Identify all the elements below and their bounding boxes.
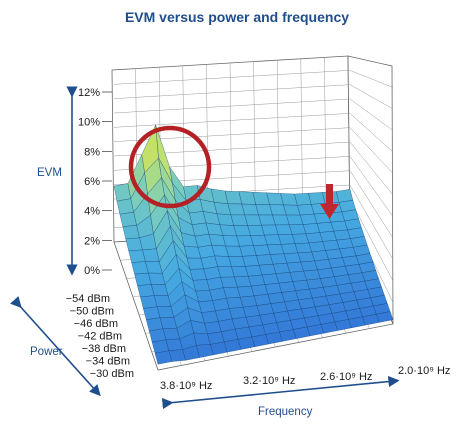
evm-axis-label: EVM xyxy=(37,167,62,179)
evm-tick-labels: 12% 10% 8% 6% 4% 2% 0% xyxy=(78,87,112,277)
power-axis-arrow xyxy=(10,296,101,397)
right-wall-gridline xyxy=(349,156,394,217)
right-wall-gridline xyxy=(349,170,394,239)
right-wall-gridline xyxy=(349,70,394,88)
right-wall-gridline xyxy=(349,84,394,110)
back-wall-gridline xyxy=(113,84,351,99)
right-wall-gridline xyxy=(349,127,394,174)
right-wall-gridline xyxy=(349,98,394,131)
back-wall-gridline xyxy=(113,70,351,85)
evm-tick-label: 10% xyxy=(78,117,100,129)
frequency-tick-label: 2.6·10⁹ Hz xyxy=(320,371,372,383)
power-tick-label: −54 dBm xyxy=(66,293,110,305)
right-wall-gridline xyxy=(349,184,394,260)
right-wall-gridline xyxy=(349,141,394,196)
power-tick-label: −46 dBm xyxy=(74,318,118,330)
power-tick-label: −30 dBm xyxy=(90,368,134,380)
surface-cell xyxy=(376,311,394,323)
frequency-tick-labels: 3.8·10⁹ Hz 3.2·10⁹ Hz 2.6·10⁹ Hz 2.0·10⁹ Hz xyxy=(160,365,450,392)
back-wall-gridline xyxy=(113,113,351,128)
power-tick-label: −50 dBm xyxy=(70,306,114,318)
frequency-axis-label: Frequency xyxy=(258,406,313,418)
power-tick-labels: −54 dBm−50 dBm−46 dBm−42 dBm−38 dBm−34 d… xyxy=(66,293,134,380)
evm-surface xyxy=(113,124,394,365)
right-wall-gridline xyxy=(349,113,394,153)
evm-tick-label: 4% xyxy=(84,206,100,218)
back-wall-gridline xyxy=(113,98,351,114)
evm-tick-label: 12% xyxy=(78,87,100,99)
power-tick-label: −34 dBm xyxy=(86,356,130,368)
evm-tick-label: 6% xyxy=(84,176,100,188)
frequency-tick-label: 3.8·10⁹ Hz xyxy=(160,380,212,392)
evm-tick-label: 2% xyxy=(84,235,100,247)
power-tick-label: −38 dBm xyxy=(82,343,126,355)
power-tick-label: −42 dBm xyxy=(78,331,122,343)
right-wall-gridline xyxy=(349,199,394,282)
frequency-tick-label: 2.0·10⁹ Hz xyxy=(398,365,450,377)
frequency-tick-label: 3.2·10⁹ Hz xyxy=(243,375,295,387)
frequency-axis-arrow xyxy=(161,375,400,410)
down-arrow-marker xyxy=(320,184,339,219)
peak-highlight-circle xyxy=(128,125,212,209)
power-axis-label: Power xyxy=(30,346,63,358)
evm-tick-label: 0% xyxy=(84,265,100,277)
evm-tick-label: 8% xyxy=(84,146,100,158)
chart-title: EVM versus power and frequency xyxy=(125,9,349,25)
